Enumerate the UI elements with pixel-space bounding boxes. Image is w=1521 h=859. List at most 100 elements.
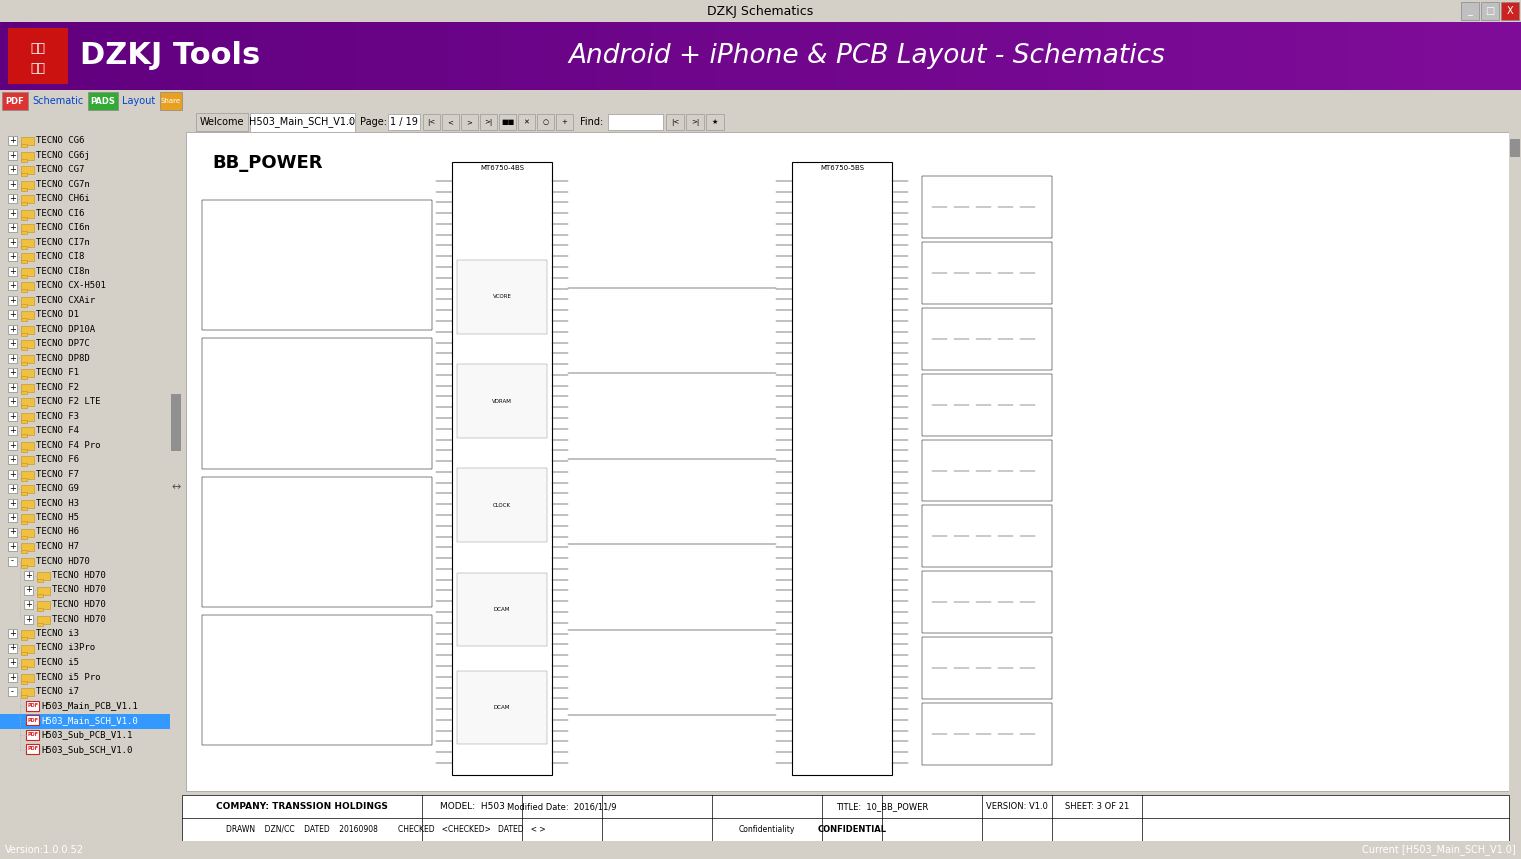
Bar bbox=[8, 629, 17, 638]
Bar bbox=[21, 282, 33, 290]
Bar bbox=[922, 637, 1053, 699]
Bar bbox=[21, 557, 33, 565]
Bar bbox=[8, 513, 17, 522]
Text: TECNO CI8n: TECNO CI8n bbox=[37, 266, 90, 276]
Bar bbox=[26, 700, 40, 710]
Text: PADS: PADS bbox=[91, 96, 116, 106]
Text: +: + bbox=[9, 237, 15, 247]
Text: +: + bbox=[9, 136, 15, 145]
Text: +: + bbox=[9, 354, 15, 362]
Bar bbox=[922, 571, 1053, 633]
Text: TITLE:  10_BB_POWER: TITLE: 10_BB_POWER bbox=[837, 802, 928, 811]
Bar bbox=[922, 176, 1053, 238]
Text: Version:1.0.0.52: Version:1.0.0.52 bbox=[5, 845, 84, 855]
Text: DZKJ Schematics: DZKJ Schematics bbox=[707, 4, 814, 17]
Bar bbox=[202, 200, 432, 330]
Text: ↔: ↔ bbox=[172, 482, 181, 492]
Text: +: + bbox=[9, 527, 15, 537]
Bar bbox=[37, 594, 43, 596]
Bar bbox=[21, 180, 33, 188]
Bar bbox=[8, 382, 17, 392]
Text: ★: ★ bbox=[712, 119, 718, 125]
Text: SHEET: 3 OF 21: SHEET: 3 OF 21 bbox=[1065, 802, 1129, 811]
Bar bbox=[8, 237, 17, 247]
Bar bbox=[21, 550, 27, 553]
Text: PDF: PDF bbox=[27, 717, 38, 722]
Bar bbox=[8, 194, 17, 203]
Text: Schematic: Schematic bbox=[32, 96, 84, 106]
Text: TECNO CG6: TECNO CG6 bbox=[37, 136, 84, 145]
Bar bbox=[21, 151, 33, 160]
Bar bbox=[537, 114, 554, 130]
Bar bbox=[24, 614, 33, 624]
Text: -: - bbox=[11, 557, 14, 565]
Text: Android + iPhone & PCB Layout - Schematics: Android + iPhone & PCB Layout - Schemati… bbox=[569, 43, 1165, 69]
Bar bbox=[88, 92, 119, 110]
Text: H503_Sub_SCH_V1.0: H503_Sub_SCH_V1.0 bbox=[41, 745, 132, 754]
Text: DZKJ Tools: DZKJ Tools bbox=[81, 41, 260, 70]
Bar bbox=[21, 318, 27, 321]
Bar bbox=[21, 398, 33, 406]
Text: TECNO F6: TECNO F6 bbox=[37, 455, 79, 464]
Bar bbox=[21, 427, 33, 435]
Text: Find:: Find: bbox=[580, 117, 604, 127]
Text: 1 / 19: 1 / 19 bbox=[389, 117, 418, 127]
Text: +: + bbox=[9, 542, 15, 551]
Text: +: + bbox=[9, 673, 15, 681]
Text: TECNO F3: TECNO F3 bbox=[37, 411, 79, 421]
Text: +: + bbox=[24, 600, 32, 609]
Bar bbox=[452, 162, 552, 775]
Bar bbox=[1510, 139, 1519, 157]
Bar bbox=[21, 332, 27, 336]
Bar bbox=[21, 485, 33, 493]
Bar bbox=[922, 440, 1053, 502]
Text: Layout: Layout bbox=[122, 96, 155, 106]
Text: +: + bbox=[9, 339, 15, 348]
Bar bbox=[21, 216, 27, 220]
Bar bbox=[21, 391, 27, 393]
Text: H503_Main_SCH_V1.0: H503_Main_SCH_V1.0 bbox=[249, 117, 354, 127]
Bar bbox=[456, 364, 548, 438]
Text: +: + bbox=[9, 513, 15, 522]
Bar bbox=[8, 397, 17, 406]
Text: +: + bbox=[9, 411, 15, 421]
Text: TECNO DP8D: TECNO DP8D bbox=[37, 354, 90, 362]
Text: >|: >| bbox=[484, 119, 493, 125]
Text: +: + bbox=[9, 150, 15, 160]
Bar bbox=[26, 715, 40, 725]
Text: TECNO CX-H501: TECNO CX-H501 bbox=[37, 281, 106, 290]
Bar bbox=[24, 571, 33, 580]
Bar bbox=[21, 195, 33, 203]
Bar bbox=[456, 671, 548, 745]
Text: TECNO H6: TECNO H6 bbox=[37, 527, 79, 537]
Text: +: + bbox=[9, 470, 15, 478]
Bar bbox=[24, 586, 33, 594]
Bar bbox=[21, 535, 27, 539]
Bar bbox=[1481, 2, 1500, 20]
Bar bbox=[21, 260, 27, 263]
Bar bbox=[21, 564, 27, 568]
Bar bbox=[8, 180, 17, 188]
Bar bbox=[443, 114, 459, 130]
Text: -: - bbox=[11, 687, 14, 696]
Bar bbox=[170, 394, 181, 451]
Bar bbox=[21, 630, 33, 638]
Bar bbox=[21, 187, 27, 191]
Bar bbox=[0, 714, 170, 728]
Text: +: + bbox=[9, 426, 15, 435]
Text: TECNO F2 LTE: TECNO F2 LTE bbox=[37, 397, 100, 406]
Bar bbox=[922, 704, 1053, 765]
Text: >|: >| bbox=[691, 119, 700, 125]
Text: +: + bbox=[9, 165, 15, 174]
Bar bbox=[21, 166, 33, 174]
Text: TECNO CI6n: TECNO CI6n bbox=[37, 223, 90, 232]
Bar bbox=[21, 543, 33, 551]
Bar bbox=[922, 505, 1053, 567]
Text: +: + bbox=[24, 614, 32, 624]
Bar bbox=[21, 442, 33, 449]
Text: CHECKED   <CHECKED>   DATED   < >: CHECKED <CHECKED> DATED < > bbox=[399, 825, 546, 834]
Text: MT6750-5BS: MT6750-5BS bbox=[820, 165, 864, 171]
Text: +: + bbox=[9, 643, 15, 653]
Bar bbox=[8, 223, 17, 232]
Text: TECNO D1: TECNO D1 bbox=[37, 310, 79, 319]
